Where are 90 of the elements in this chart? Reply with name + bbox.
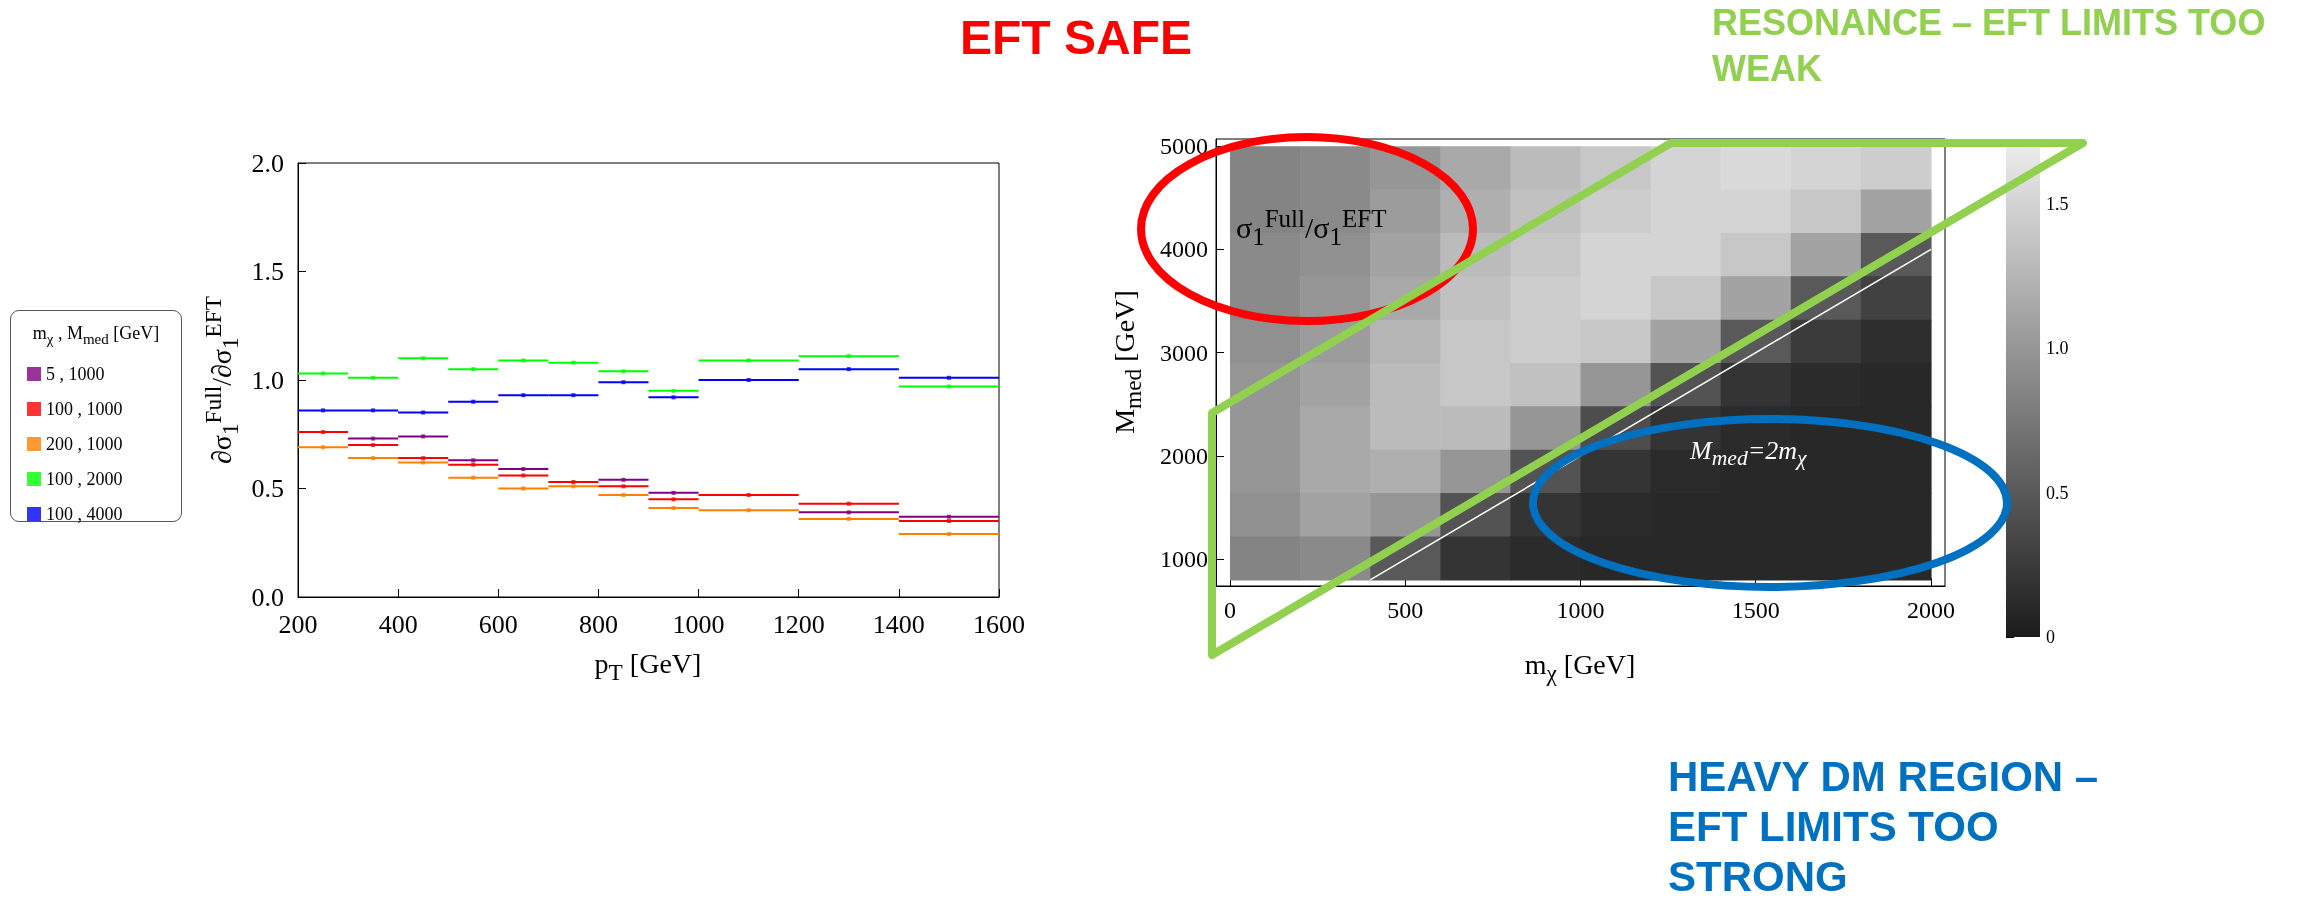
point — [671, 497, 676, 502]
y-tick-label: 0.5 — [251, 474, 284, 503]
point — [471, 462, 476, 467]
x-tick-label: 0 — [1224, 597, 1237, 623]
color-bar-label: 0.5 — [2046, 482, 2069, 503]
y-tick-label: 5000 — [1160, 133, 1208, 160]
point — [671, 395, 676, 400]
x-tick-label: 800 — [578, 609, 618, 639]
x-tick-label: 500 — [1387, 597, 1424, 623]
point — [946, 514, 951, 519]
point — [521, 486, 526, 491]
point — [571, 484, 576, 489]
point — [371, 443, 376, 448]
point — [571, 479, 576, 484]
point — [846, 501, 851, 506]
point — [521, 393, 526, 398]
y-tick-label: 1000 — [1160, 546, 1208, 573]
point — [371, 408, 376, 413]
legend-label: 100 , 1000 — [46, 399, 123, 419]
x-axis-title: m$_{χ}$ [GeV] — [1524, 649, 1636, 687]
point — [671, 388, 676, 393]
point — [371, 375, 376, 380]
x-axis-title: p$_{T}$ [GeV] — [594, 648, 702, 686]
y-tick-label: 3000 — [1160, 339, 1208, 366]
legend-label: 100 , 2000 — [46, 469, 123, 489]
color-bar-label: 1.5 — [2046, 193, 2069, 214]
text: RESONANCE – EFT LIMITS TOO WEAK — [1712, 1, 2267, 91]
x-tick-label: 1000 — [672, 609, 725, 639]
x-tick-label: 1000 — [1556, 597, 1605, 623]
point — [946, 532, 951, 537]
point — [946, 519, 951, 524]
point — [471, 399, 476, 404]
point — [421, 456, 426, 461]
text: HEAVY DM REGION – EFT LIMITS TOO STRONG — [1668, 752, 2100, 902]
point — [571, 393, 576, 398]
y-tick-label: 4000 — [1160, 236, 1208, 263]
x-tick-label: 1600 — [973, 609, 1025, 639]
point — [946, 384, 951, 389]
point — [421, 410, 426, 415]
x-tick-label: 2000 — [1906, 597, 1955, 623]
x-tick-label: 200 — [278, 609, 318, 639]
color-bar-label: 1.0 — [2046, 338, 2069, 359]
point — [321, 430, 326, 435]
point — [471, 367, 476, 372]
point — [421, 434, 426, 439]
point — [471, 475, 476, 480]
point — [846, 516, 851, 521]
y-tick-label: 2000 — [1160, 442, 1208, 469]
point — [471, 458, 476, 463]
point — [671, 506, 676, 511]
point — [846, 354, 851, 359]
x-tick-label: 1200 — [772, 609, 825, 639]
point — [621, 477, 626, 482]
point — [371, 456, 376, 461]
point — [621, 484, 626, 489]
point — [746, 358, 751, 363]
point — [521, 358, 526, 363]
point — [521, 466, 526, 471]
point — [746, 493, 751, 498]
point — [846, 367, 851, 372]
point — [421, 460, 426, 465]
point — [321, 408, 326, 413]
point — [521, 473, 526, 478]
legend-title: m$_{χ}$ , M$_{med}$ [GeV] — [31, 323, 161, 348]
y-tick-label: 1.5 — [251, 257, 284, 286]
point — [421, 356, 426, 361]
point — [371, 436, 376, 441]
legend-label: 5 , 1000 — [46, 364, 105, 384]
y-tick-label: 1.0 — [251, 365, 284, 395]
x-tick-label: 1400 — [872, 609, 925, 639]
point — [321, 371, 326, 376]
point — [571, 360, 576, 365]
x-tick-label: 600 — [478, 609, 518, 639]
point — [321, 445, 326, 450]
y-tick-label: 2.0 — [251, 148, 284, 178]
x-tick-label: 400 — [378, 609, 418, 639]
legend-label: 100 , 4000 — [46, 504, 123, 524]
legend-label: 200 , 1000 — [46, 434, 123, 454]
annotation: M$_{med}$=2m$_{χ}$ — [1690, 436, 1807, 472]
point — [621, 369, 626, 374]
point — [621, 380, 626, 385]
x-tick-label: 1500 — [1731, 597, 1780, 623]
text: EFT SAFE — [960, 10, 1193, 65]
point — [746, 508, 751, 513]
point — [621, 493, 626, 498]
point — [671, 490, 676, 495]
point — [746, 378, 751, 382]
point — [846, 510, 851, 515]
point — [946, 375, 951, 380]
y-tick-label: 0.0 — [251, 582, 284, 612]
